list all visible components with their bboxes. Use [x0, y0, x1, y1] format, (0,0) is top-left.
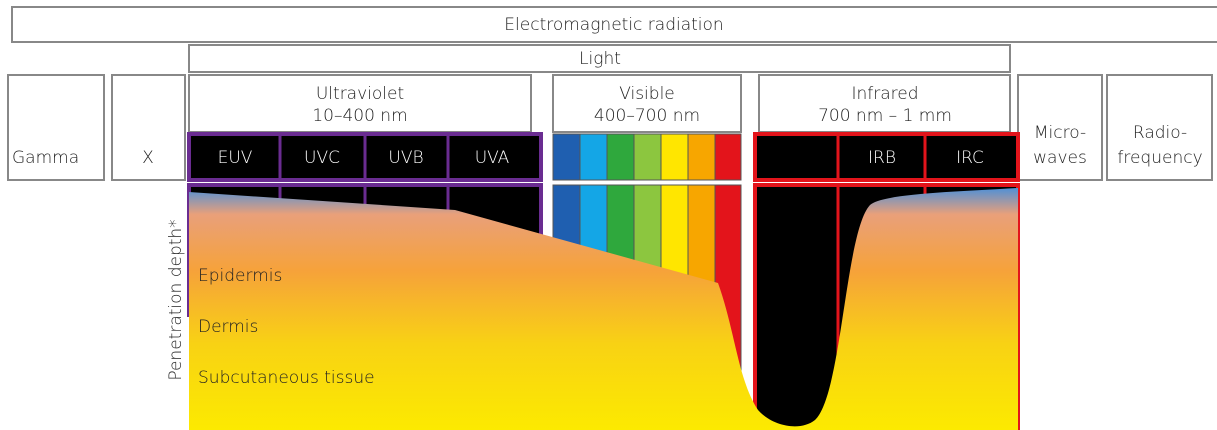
uv-bands: EUV UVC UVB UVA [189, 134, 541, 180]
x-label: X [142, 148, 154, 168]
radio-label: frequency [1117, 148, 1202, 168]
layer-label: Subcutaneous tissue [198, 368, 375, 388]
visible-label: Visible [619, 84, 675, 104]
uv-range: 10–400 nm [312, 106, 407, 126]
penetration-label: Penetration depth* [166, 219, 186, 380]
band-label: EUV [218, 148, 253, 168]
layer-label: Dermis [198, 317, 258, 337]
layer-label: Epidermis [198, 266, 282, 286]
diagram: Electromagnetic radiation Light Gamma X … [0, 0, 1217, 430]
uv-label: Ultraviolet [316, 84, 404, 104]
band-label: IRB [868, 148, 896, 168]
visible-range: 400–700 nm [594, 106, 700, 126]
band-label: IRC [956, 148, 984, 168]
visible-bands [553, 134, 741, 180]
band-label: UVC [304, 148, 340, 168]
radio-label: Radio- [1133, 123, 1187, 143]
em-title: Electromagnetic radiation [504, 15, 723, 35]
ir-range: 700 nm – 1 mm [818, 106, 952, 126]
light-title: Light [579, 49, 621, 69]
ir-label: Infrared [851, 84, 918, 104]
microwave-label: Micro- [1034, 123, 1086, 143]
gamma-label: Gamma [12, 148, 79, 168]
microwave-label: waves [1033, 148, 1087, 168]
band-label: UVA [475, 148, 510, 168]
band-label: UVB [388, 148, 423, 168]
ir-bands: IRB IRC [755, 134, 1018, 180]
